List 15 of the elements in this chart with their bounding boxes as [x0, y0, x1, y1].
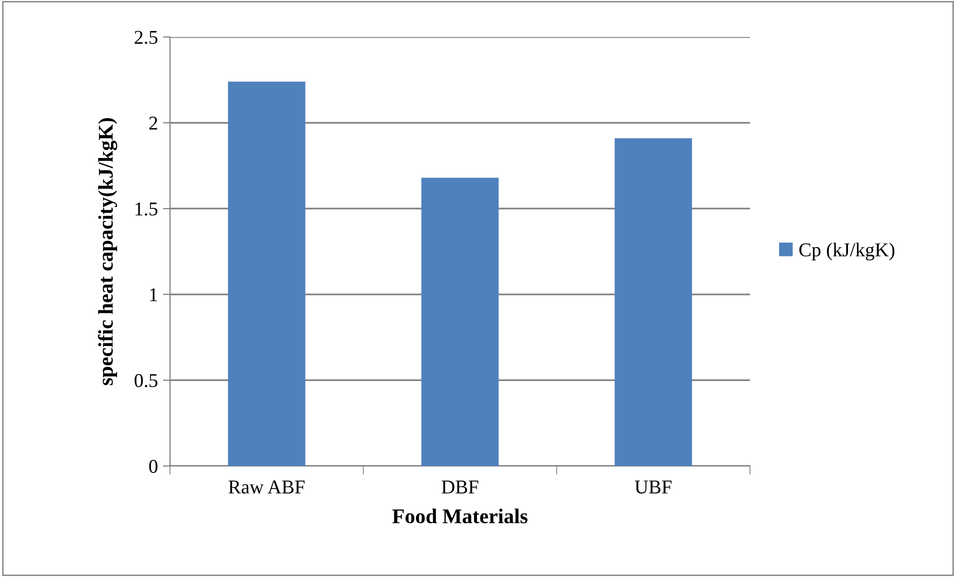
- x-tick-label: UBF: [634, 480, 672, 494]
- x-tick-label: DBF: [442, 480, 478, 494]
- legend-label: Cp (kJ/kgK): [799, 242, 894, 260]
- bar: [228, 82, 306, 466]
- y-tick-label: 2.5: [134, 30, 158, 44]
- y-tick-label: 0: [149, 460, 158, 473]
- y-tick-label: 1: [150, 288, 158, 302]
- y-tick-label: 2: [149, 116, 158, 130]
- y-tick-label: 0.5: [134, 374, 158, 388]
- y-axis-title: specific heat capacity(kJ/kgK): [98, 118, 118, 386]
- y-tick-label: 1.5: [136, 202, 158, 216]
- bar: [614, 138, 692, 466]
- x-tick-label: Raw ABF: [228, 480, 305, 494]
- x-axis-title: Food Materials: [392, 508, 528, 524]
- bar: [421, 178, 499, 466]
